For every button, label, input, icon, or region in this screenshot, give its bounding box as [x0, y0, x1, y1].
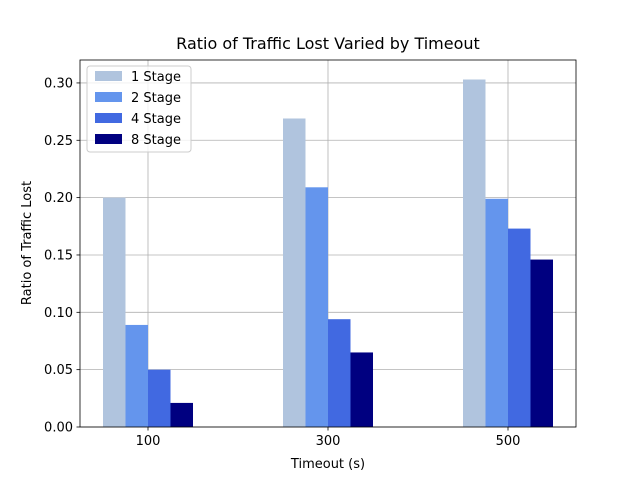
chart-title: Ratio of Traffic Lost Varied by Timeout — [176, 34, 480, 53]
bar-1-stage-100 — [103, 197, 126, 427]
bar-1-stage-300 — [283, 118, 306, 427]
x-tick-label: 100 — [136, 434, 161, 449]
bar-8-stage-300 — [350, 352, 373, 427]
legend: 1 Stage 2 Stage 4 Stage 8 Stage — [86, 65, 192, 153]
x-axis: 100 300 500 — [136, 427, 521, 449]
legend-label: 1 Stage — [131, 70, 181, 85]
y-tick-label: 0.05 — [44, 363, 73, 378]
x-axis-label: Timeout (s) — [290, 457, 365, 472]
bar-4-stage-300 — [328, 319, 351, 427]
y-tick-label: 0.25 — [44, 134, 73, 149]
legend-swatch — [95, 113, 122, 123]
legend-swatch — [95, 71, 122, 81]
x-tick-label: 500 — [496, 434, 521, 449]
y-axis-label: Ratio of Traffic Lost — [20, 181, 35, 305]
bars — [103, 79, 553, 427]
y-tick-label: 0.30 — [44, 76, 73, 91]
legend-label: 2 Stage — [131, 91, 181, 106]
bar-2-stage-100 — [125, 324, 148, 427]
y-axis: 0.00 0.05 0.10 0.15 0.20 0.25 0.30 — [44, 76, 80, 436]
y-tick-label: 0.10 — [44, 306, 73, 321]
bar-2-stage-300 — [305, 187, 328, 427]
y-tick-label: 0.15 — [44, 248, 73, 263]
bar-8-stage-500 — [530, 259, 553, 427]
legend-swatch — [95, 92, 122, 102]
legend-label: 8 Stage — [131, 133, 181, 148]
x-tick-label: 300 — [316, 434, 341, 449]
bar-1-stage-500 — [463, 79, 486, 427]
legend-label: 4 Stage — [131, 112, 181, 127]
legend-swatch — [95, 134, 122, 144]
y-tick-label: 0.00 — [44, 421, 73, 436]
bar-8-stage-100 — [170, 402, 193, 427]
bar-4-stage-500 — [508, 228, 531, 427]
bar-2-stage-500 — [485, 198, 508, 427]
y-tick-label: 0.20 — [44, 191, 73, 206]
bar-4-stage-100 — [148, 369, 171, 427]
legend-box — [86, 65, 192, 153]
